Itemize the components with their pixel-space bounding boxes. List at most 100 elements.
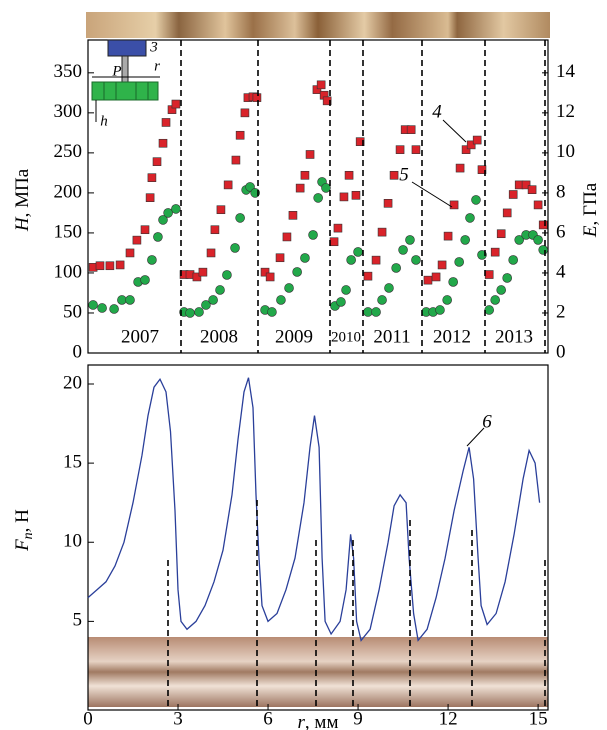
y2-tick-label: 6: [556, 221, 566, 242]
y2-axis-label-part: , ГПа: [580, 182, 601, 225]
y-tick-label: 350: [54, 61, 83, 82]
e-point: [353, 247, 363, 257]
y-tick-label: 5: [73, 610, 83, 631]
h-point: [443, 231, 453, 241]
h-point: [411, 145, 421, 154]
y-axis-label-part: H: [12, 216, 33, 232]
h-point: [210, 225, 220, 235]
e-point: [117, 295, 127, 305]
indenter-holder: [107, 39, 147, 57]
e-point: [235, 213, 245, 223]
x-axis-label-part: , мм: [305, 712, 339, 730]
h-point: [521, 180, 531, 190]
y-axis-label-part: n: [21, 532, 36, 539]
x-tick-label: 12: [439, 708, 458, 729]
e-point: [125, 295, 135, 305]
inset-diagram: [91, 39, 160, 122]
e-point: [163, 208, 173, 218]
h-point: [223, 180, 233, 190]
h-point: [502, 208, 512, 218]
y-tick-label: 150: [54, 221, 83, 242]
h-point: [115, 260, 125, 270]
h-point: [484, 270, 494, 279]
e-point: [363, 307, 373, 317]
h-point: [333, 223, 343, 233]
h-point: [490, 247, 500, 257]
e-point: [465, 213, 475, 223]
annotation: 4: [432, 101, 442, 122]
x-axis-label: r, мм: [298, 712, 339, 730]
h-point: [305, 150, 315, 159]
e-point: [377, 295, 387, 305]
e-point: [267, 307, 277, 317]
annotation: 5: [399, 164, 409, 185]
h-point: [371, 255, 381, 265]
h-point: [389, 170, 399, 180]
y-axis-label-part: , МПа: [12, 168, 33, 217]
e-point: [109, 304, 119, 314]
h-point: [161, 118, 171, 127]
h-point: [527, 185, 537, 194]
x-axis-label-part: r: [298, 712, 306, 730]
e-point: [398, 245, 408, 255]
leaders: [411, 119, 485, 447]
h-point: [437, 260, 447, 270]
h-point: [477, 165, 487, 174]
h-point: [105, 261, 115, 271]
e-point: [308, 230, 318, 240]
e-point: [502, 273, 512, 283]
year-label: 2010: [331, 329, 361, 345]
wood-image-bottom: [88, 637, 548, 707]
e-point: [194, 307, 204, 317]
y-tick-label: 10: [63, 531, 82, 552]
e-point: [442, 295, 452, 305]
h-point: [455, 163, 465, 173]
e-point: [140, 275, 150, 285]
h-point: [322, 96, 332, 106]
year-label: 2013: [495, 326, 533, 347]
e-point: [284, 283, 294, 293]
e-point: [208, 295, 218, 305]
y-tick-label: 200: [54, 181, 83, 202]
plot-frame: [87, 364, 549, 711]
y2-tick-label: 14: [556, 61, 576, 82]
y-tick-label: 300: [54, 101, 83, 122]
plot-frame: [87, 39, 549, 354]
y2-tick-label: 10: [556, 141, 575, 162]
y-axis-label-part: F: [12, 539, 33, 552]
h-point: [132, 235, 142, 245]
h-point: [508, 190, 518, 199]
h-point: [147, 173, 157, 182]
e-point: [158, 215, 168, 225]
y-tick-label: 15: [63, 451, 82, 472]
h-point: [533, 200, 543, 210]
e-point: [460, 235, 470, 245]
h-point: [235, 130, 245, 140]
x-tick-label: 0: [83, 708, 93, 729]
e-point: [88, 300, 98, 310]
x-tick-label: 3: [173, 708, 183, 729]
y2-axis-label-part: E: [580, 225, 601, 238]
e-point: [215, 285, 225, 295]
wood-image-top: [86, 12, 550, 38]
h-point: [282, 232, 292, 242]
h-point: [339, 192, 349, 202]
e-point: [533, 235, 543, 245]
e-point: [538, 245, 548, 255]
h-point: [538, 220, 548, 230]
annotation: 6: [482, 411, 492, 432]
y2-tick-label: 2: [556, 301, 566, 322]
sample: [91, 81, 159, 101]
x-tick-label: 15: [529, 708, 548, 729]
e-point: [448, 277, 458, 287]
h-point: [363, 271, 373, 281]
h-point: [140, 225, 150, 235]
e-point: [435, 305, 445, 315]
h-point: [125, 248, 135, 258]
h-point: [95, 261, 105, 271]
year-label: 2009: [275, 326, 313, 347]
h-point: [423, 275, 433, 285]
h-point: [275, 253, 285, 263]
needle: [121, 55, 129, 83]
h-point: [383, 199, 393, 208]
